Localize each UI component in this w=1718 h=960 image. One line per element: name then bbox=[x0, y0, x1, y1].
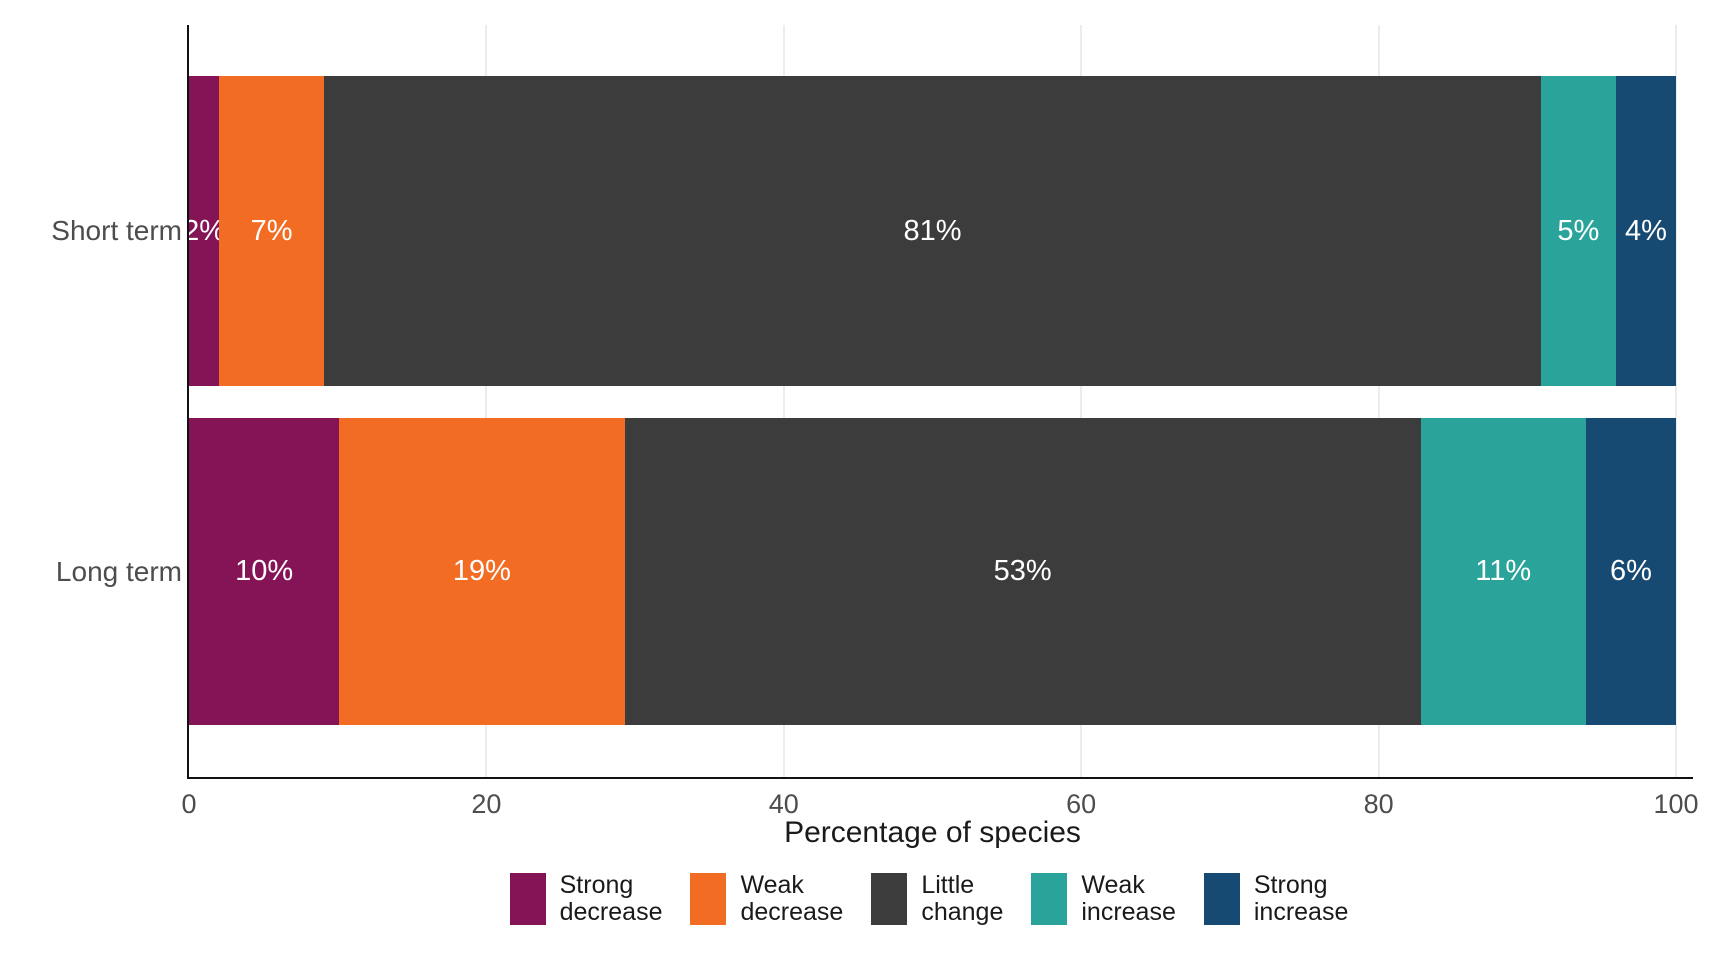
bar-segment-label: 2% bbox=[183, 214, 225, 247]
bar-short-term: 2% 7% 81% 5% 4% bbox=[183, 76, 1676, 386]
bar-segment-label: 7% bbox=[250, 214, 293, 247]
bar-segment-label: 5% bbox=[1557, 214, 1600, 247]
bar-segment-label: 6% bbox=[1609, 555, 1652, 587]
legend: Strong decrease Weak decrease Little chang… bbox=[0, 872, 1718, 926]
bar-segment-little-change: 81% bbox=[324, 76, 1541, 386]
bar-segment-weak-increase: 5% bbox=[1540, 76, 1616, 386]
bar-segment-label: 10% bbox=[235, 555, 294, 587]
bar-segment-label: 19% bbox=[452, 555, 511, 587]
legend-label: Strong decrease bbox=[559, 871, 663, 926]
legend-label: Weak decrease bbox=[740, 871, 844, 926]
gridline bbox=[1080, 25, 1083, 777]
bar-segment-label: 53% bbox=[993, 555, 1052, 587]
x-axis-tick-label: 0 bbox=[181, 789, 197, 819]
legend-swatch bbox=[871, 873, 908, 925]
plot-panel: 2% 7% 81% 5% 4% 10% 19% 53% 11% 6% bbox=[183, 25, 1693, 779]
legend-label: Weak increase bbox=[1081, 871, 1176, 926]
bar-segment-weak-increase: 11% bbox=[1420, 418, 1586, 725]
y-axis-line bbox=[187, 25, 189, 779]
bar-long-term: 10% 19% 53% 11% 6% bbox=[189, 418, 1676, 725]
x-axis-tick-label: 100 bbox=[1653, 789, 1699, 819]
legend-swatch bbox=[690, 873, 727, 925]
bar-segment-label: 11% bbox=[1475, 555, 1532, 587]
bar-segment-label: 81% bbox=[903, 214, 962, 247]
bar-segment-strong-decrease: 10% bbox=[189, 418, 340, 725]
legend-label: Little change bbox=[921, 871, 1004, 926]
category-label-short-term: Short term bbox=[51, 215, 182, 246]
bar-segment-little-change: 53% bbox=[624, 418, 1421, 725]
gridline bbox=[485, 25, 488, 777]
legend-label: Strong increase bbox=[1253, 871, 1349, 926]
bar-segment-strong-increase: 6% bbox=[1585, 418, 1676, 725]
legend-swatch bbox=[1031, 873, 1068, 925]
x-axis-tick-label: 80 bbox=[1363, 789, 1394, 819]
bar-segment-strong-decrease: 2% bbox=[183, 76, 225, 386]
x-axis-line bbox=[187, 777, 1693, 779]
x-axis-tick-label: 40 bbox=[768, 789, 799, 819]
legend-item: Strong increase bbox=[1203, 871, 1349, 926]
legend-item: Little change bbox=[871, 872, 1003, 926]
bar-segment-weak-decrease: 7% bbox=[219, 76, 325, 386]
x-axis-tick-label: 20 bbox=[471, 789, 502, 819]
gridline bbox=[782, 25, 785, 777]
gridline bbox=[1377, 25, 1380, 777]
gridline bbox=[1675, 25, 1677, 777]
x-axis-tick-label: 60 bbox=[1066, 789, 1097, 819]
legend-swatch bbox=[509, 873, 546, 925]
bar-segment-strong-increase: 4% bbox=[1615, 76, 1676, 386]
legend-swatch bbox=[1203, 873, 1240, 925]
x-axis-title: Percentage of species bbox=[784, 816, 1081, 849]
legend-item: Strong decrease bbox=[509, 871, 663, 926]
bar-segment-label: 4% bbox=[1624, 214, 1667, 247]
bar-segment-weak-decrease: 19% bbox=[339, 418, 625, 725]
category-label-long-term: Long term bbox=[55, 555, 182, 587]
legend-item: Weak increase bbox=[1031, 872, 1176, 926]
legend-item: Weak decrease bbox=[690, 872, 843, 926]
